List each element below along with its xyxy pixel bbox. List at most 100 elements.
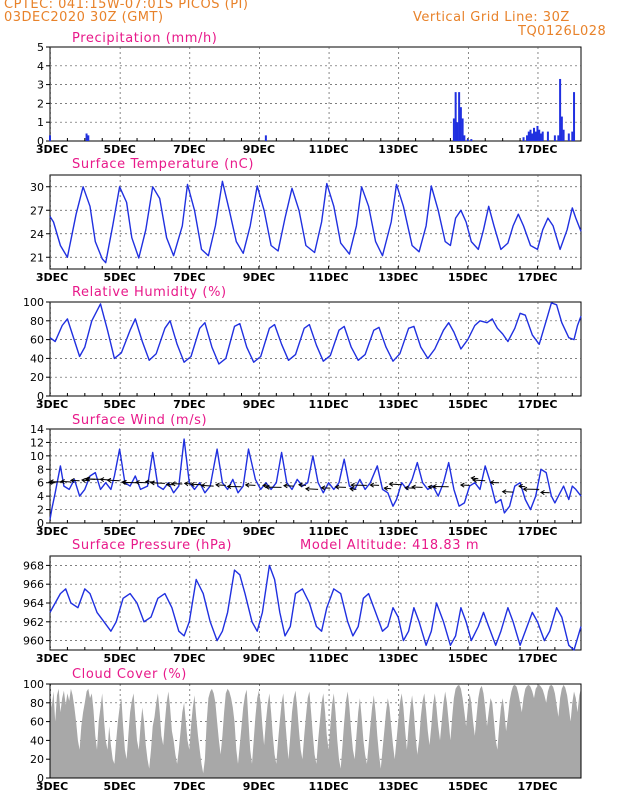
- wind-vector: [184, 482, 192, 485]
- x-tick-label: 17DEC: [517, 398, 557, 411]
- precip-bar: [538, 129, 541, 141]
- y-tick-label: 14: [30, 423, 44, 436]
- x-tick-label: 15DEC: [448, 271, 488, 284]
- wind-arrowhead: [350, 482, 355, 488]
- series-line: [49, 302, 582, 365]
- wind-arrowhead: [165, 482, 171, 488]
- y-tick-label: 5: [37, 41, 44, 54]
- x-tick-label: 9DEC: [243, 780, 275, 793]
- x-tick-label: 13DEC: [378, 780, 418, 793]
- model-code: TQ0126L028: [518, 24, 607, 39]
- x-tick-label: 3DEC: [36, 780, 68, 793]
- precip-bar: [562, 129, 565, 141]
- precip-bar: [546, 131, 549, 141]
- wind-arrowhead: [404, 485, 409, 491]
- y-tick-label: 6: [37, 477, 44, 490]
- y-tick-label: 30: [30, 181, 44, 194]
- wind-arrowhead: [320, 485, 326, 491]
- x-tick-label: 11DEC: [309, 525, 349, 538]
- wind-arrowhead: [283, 483, 288, 489]
- x-tick-label: 11DEC: [309, 780, 349, 793]
- precip-bar: [527, 131, 530, 141]
- x-tick-label: 3DEC: [36, 398, 68, 411]
- series-line: [49, 180, 582, 264]
- precip-bar: [567, 133, 570, 141]
- wind-vector: [201, 484, 214, 487]
- wind-arrowhead: [81, 477, 86, 483]
- precip-bar: [466, 139, 469, 141]
- panel-title: Cloud Cover (%): [72, 667, 187, 682]
- wind-vector: [216, 484, 226, 486]
- panel-1: 0 1 2 3 4 5 3DEC 5DEC 7DEC 9DEC 11DEC 13DEC 15DEC 17D…: [36, 31, 582, 156]
- y-tick-label: 8: [37, 463, 44, 476]
- x-tick-label: 9DEC: [243, 525, 275, 538]
- x-tick-label: 9DEC: [243, 271, 275, 284]
- wind-arrowhead: [522, 486, 528, 492]
- y-tick-label: 21: [30, 251, 44, 264]
- x-tick-label: 5DEC: [103, 525, 135, 538]
- precip-bar: [560, 116, 563, 141]
- y-tick-label: 80: [30, 697, 44, 710]
- y-tick-label: 1: [37, 116, 44, 129]
- x-tick-label: 5DEC: [103, 780, 135, 793]
- wind-vector: [298, 484, 306, 486]
- x-tick-label: 13DEC: [378, 143, 418, 156]
- precip-bar: [541, 131, 544, 141]
- wind-arrowhead: [518, 483, 523, 489]
- y-tick-label: 964: [23, 597, 44, 610]
- x-tick-label: 11DEC: [309, 143, 349, 156]
- wind-vector: [305, 488, 319, 490]
- x-tick-label: 7DEC: [173, 780, 205, 793]
- panel-frame: [49, 683, 582, 779]
- wind-arrowhead: [183, 481, 189, 487]
- wind-vector: [61, 480, 71, 483]
- panel-subtitle: Model Altitude: 418.83 m: [300, 538, 479, 553]
- panel-title: Relative Humidity (%): [72, 285, 227, 300]
- y-tick-label: 60: [30, 716, 44, 729]
- panel-title: Surface Pressure (hPa): [72, 538, 232, 553]
- precip-bar: [459, 107, 462, 141]
- y-tick-label: 966: [23, 578, 44, 591]
- y-tick-label: 3: [37, 79, 44, 92]
- x-tick-label: 17DEC: [517, 780, 557, 793]
- wind-arrowhead: [334, 484, 340, 490]
- wind-vector: [350, 488, 357, 490]
- wind-arrowhead: [501, 489, 507, 495]
- wind-arrowhead: [170, 481, 176, 487]
- x-tick-label: 7DEC: [173, 652, 205, 665]
- y-tick-label: 27: [30, 204, 44, 217]
- precip-bar: [557, 135, 560, 141]
- y-tick-label: 0: [37, 772, 44, 785]
- y-tick-label: 968: [23, 559, 44, 572]
- precip-bar: [532, 127, 535, 141]
- wind-arrowhead: [432, 484, 437, 490]
- x-tick-label: 3DEC: [36, 525, 68, 538]
- wind-arrowhead: [388, 481, 394, 487]
- y-tick-label: 10: [30, 450, 44, 463]
- wind-arrowhead: [200, 483, 206, 489]
- wind-arrowhead: [84, 476, 90, 482]
- panel-6: 0 20 40 60 80 100 3DEC 5DEC 7DEC 9DEC 11DEC 13DEC 15…: [23, 667, 582, 793]
- x-tick-label: 3DEC: [36, 652, 68, 665]
- wind-arrowhead: [190, 481, 195, 487]
- wind-arrowhead: [489, 480, 495, 486]
- x-tick-label: 7DEC: [173, 271, 205, 284]
- x-tick-label: 11DEC: [309, 398, 349, 411]
- panel-frame: [49, 301, 582, 397]
- wind-arrowhead: [150, 480, 155, 486]
- x-tick-label: 5DEC: [103, 143, 135, 156]
- y-tick-label: 80: [30, 315, 44, 328]
- wind-arrowhead: [99, 477, 105, 483]
- series-line: [49, 438, 582, 520]
- wind-vector: [471, 477, 479, 480]
- panel-frame: [49, 46, 582, 142]
- wind-vector: [384, 487, 392, 490]
- x-tick-label: 11DEC: [309, 652, 349, 665]
- precip-bar: [573, 92, 576, 141]
- precip-bar: [461, 118, 464, 141]
- wind-vector: [107, 479, 120, 482]
- x-tick-label: 15DEC: [448, 143, 488, 156]
